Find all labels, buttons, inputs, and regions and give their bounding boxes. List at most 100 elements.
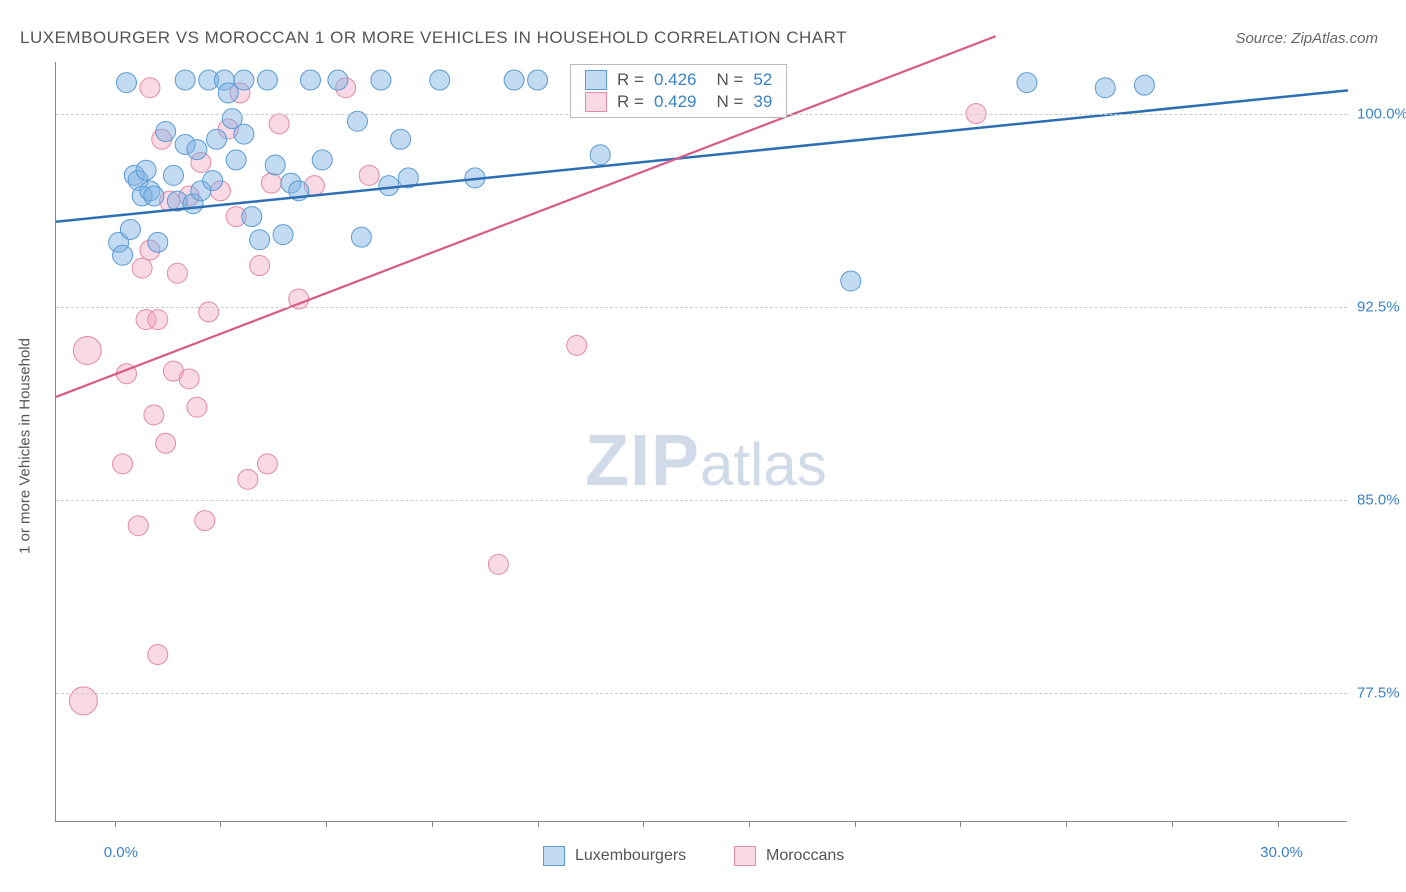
data-point [167,263,187,283]
data-point [488,554,508,574]
x-tick [643,821,644,827]
data-point [238,469,258,489]
x-tick [1172,821,1173,827]
y-tick-label: 85.0% [1357,491,1400,508]
data-point [242,207,262,227]
data-point [128,516,148,536]
x-tick [855,821,856,827]
data-point [113,245,133,265]
n-label: N = [716,70,743,90]
r-label: R = [617,92,644,112]
series-swatch [585,70,607,90]
data-point [144,405,164,425]
data-point [148,232,168,252]
plot-area [55,62,1347,822]
x-tick [1278,821,1279,827]
data-point [257,70,277,90]
x-tick [538,821,539,827]
data-point [187,140,207,160]
y-axis-label: 1 or more Vehicles in Household [17,338,34,554]
n-value: 52 [753,70,772,90]
gridline [56,693,1347,694]
x-tick [960,821,961,827]
data-point [203,171,223,191]
data-point [261,173,281,193]
data-point [234,124,254,144]
data-point [504,70,524,90]
chart-svg [56,62,1348,822]
data-point [156,122,176,142]
data-point [120,219,140,239]
correlation-row: R = 0.426N = 52 [571,69,786,91]
data-point [156,433,176,453]
data-point [140,78,160,98]
data-point [148,645,168,665]
data-point [69,687,97,715]
data-point [73,337,101,365]
data-point [590,145,610,165]
data-point [430,70,450,90]
data-point [187,397,207,417]
r-value: 0.426 [654,70,697,90]
data-point [273,225,293,245]
legend-item: Luxembourgers [543,846,686,866]
data-point [567,335,587,355]
legend-label: Moroccans [766,847,844,865]
data-point [1095,78,1115,98]
data-point [113,454,133,474]
trend-line [56,36,996,397]
y-tick-label: 92.5% [1357,298,1400,315]
legend-item: Moroccans [734,846,844,866]
n-label: N = [716,92,743,112]
correlation-box: R = 0.426 N = 52R = 0.429 N = 39 [570,64,787,118]
x-tick [220,821,221,827]
n-value: 39 [753,92,772,112]
data-point [841,271,861,291]
x-tick [1066,821,1067,827]
data-point [144,186,164,206]
data-point [312,150,332,170]
y-tick-label: 77.5% [1357,685,1400,702]
data-point [179,369,199,389]
data-point [136,160,156,180]
data-point [328,70,348,90]
data-point [234,70,254,90]
data-point [391,129,411,149]
data-point [528,70,548,90]
r-value: 0.429 [654,92,697,112]
data-point [250,256,270,276]
data-point [265,155,285,175]
data-point [379,176,399,196]
data-point [199,302,219,322]
gridline [56,307,1347,308]
correlation-row: R = 0.429 N = 39 [571,91,786,113]
data-point [250,230,270,250]
gridline [56,500,1347,501]
data-point [175,70,195,90]
y-tick-label: 100.0% [1357,105,1406,122]
source-attribution: Source: ZipAtlas.com [1235,30,1378,47]
data-point [300,70,320,90]
data-point [269,114,289,134]
data-point [351,227,371,247]
data-point [1134,75,1154,95]
x-tick [749,821,750,827]
legend-label: Luxembourgers [575,847,686,865]
x-tick [326,821,327,827]
data-point [359,165,379,185]
data-point [1017,73,1037,93]
legend-swatch [543,846,565,866]
data-point [371,70,391,90]
x-tick [432,821,433,827]
data-point [116,73,136,93]
data-point [226,150,246,170]
x-tick-label: 30.0% [1260,844,1303,861]
data-point [148,310,168,330]
data-point [163,165,183,185]
chart-title: LUXEMBOURGER VS MOROCCAN 1 OR MORE VEHIC… [20,28,847,48]
data-point [132,258,152,278]
series-swatch [585,92,607,112]
data-point [207,129,227,149]
legend-swatch [734,846,756,866]
data-point [195,511,215,531]
